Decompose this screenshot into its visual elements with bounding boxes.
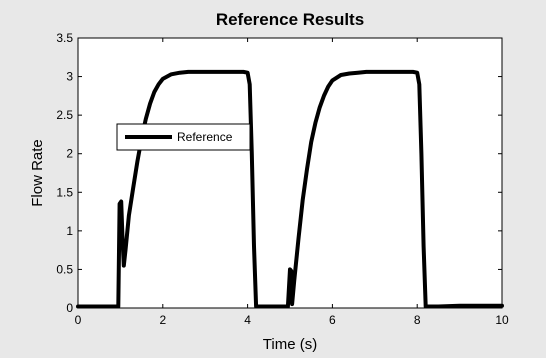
y-tick-label: 3.5 xyxy=(56,31,73,45)
y-tick-label: 1 xyxy=(66,224,73,238)
y-tick-label: 3 xyxy=(66,70,73,84)
y-tick-label: 1.5 xyxy=(56,185,73,199)
x-tick-label: 4 xyxy=(244,313,251,327)
plot-frame xyxy=(77,37,503,309)
y-axis-label: Flow Rate xyxy=(29,139,46,207)
x-tick-label: 6 xyxy=(329,313,336,327)
x-tick-label: 8 xyxy=(414,313,421,327)
plot-area xyxy=(78,38,502,308)
legend: Reference xyxy=(116,123,251,151)
y-tick-label: 2.5 xyxy=(56,108,73,122)
chart-title: Reference Results xyxy=(216,10,364,29)
y-tick-label: 2 xyxy=(66,147,73,161)
legend-label-reference: Reference xyxy=(177,130,233,144)
y-tick-label: 0 xyxy=(66,301,73,315)
x-tick-label: 10 xyxy=(495,313,509,327)
x-tick-label: 2 xyxy=(159,313,166,327)
x-tick-label: 0 xyxy=(75,313,82,327)
axes-layer: 0 2 4 6 8 10 0 0.5 1 1.5 2 2.5 3 3.5 xyxy=(56,31,509,327)
x-axis-label: Time (s) xyxy=(263,336,317,353)
y-tick-label: 0.5 xyxy=(56,262,73,276)
